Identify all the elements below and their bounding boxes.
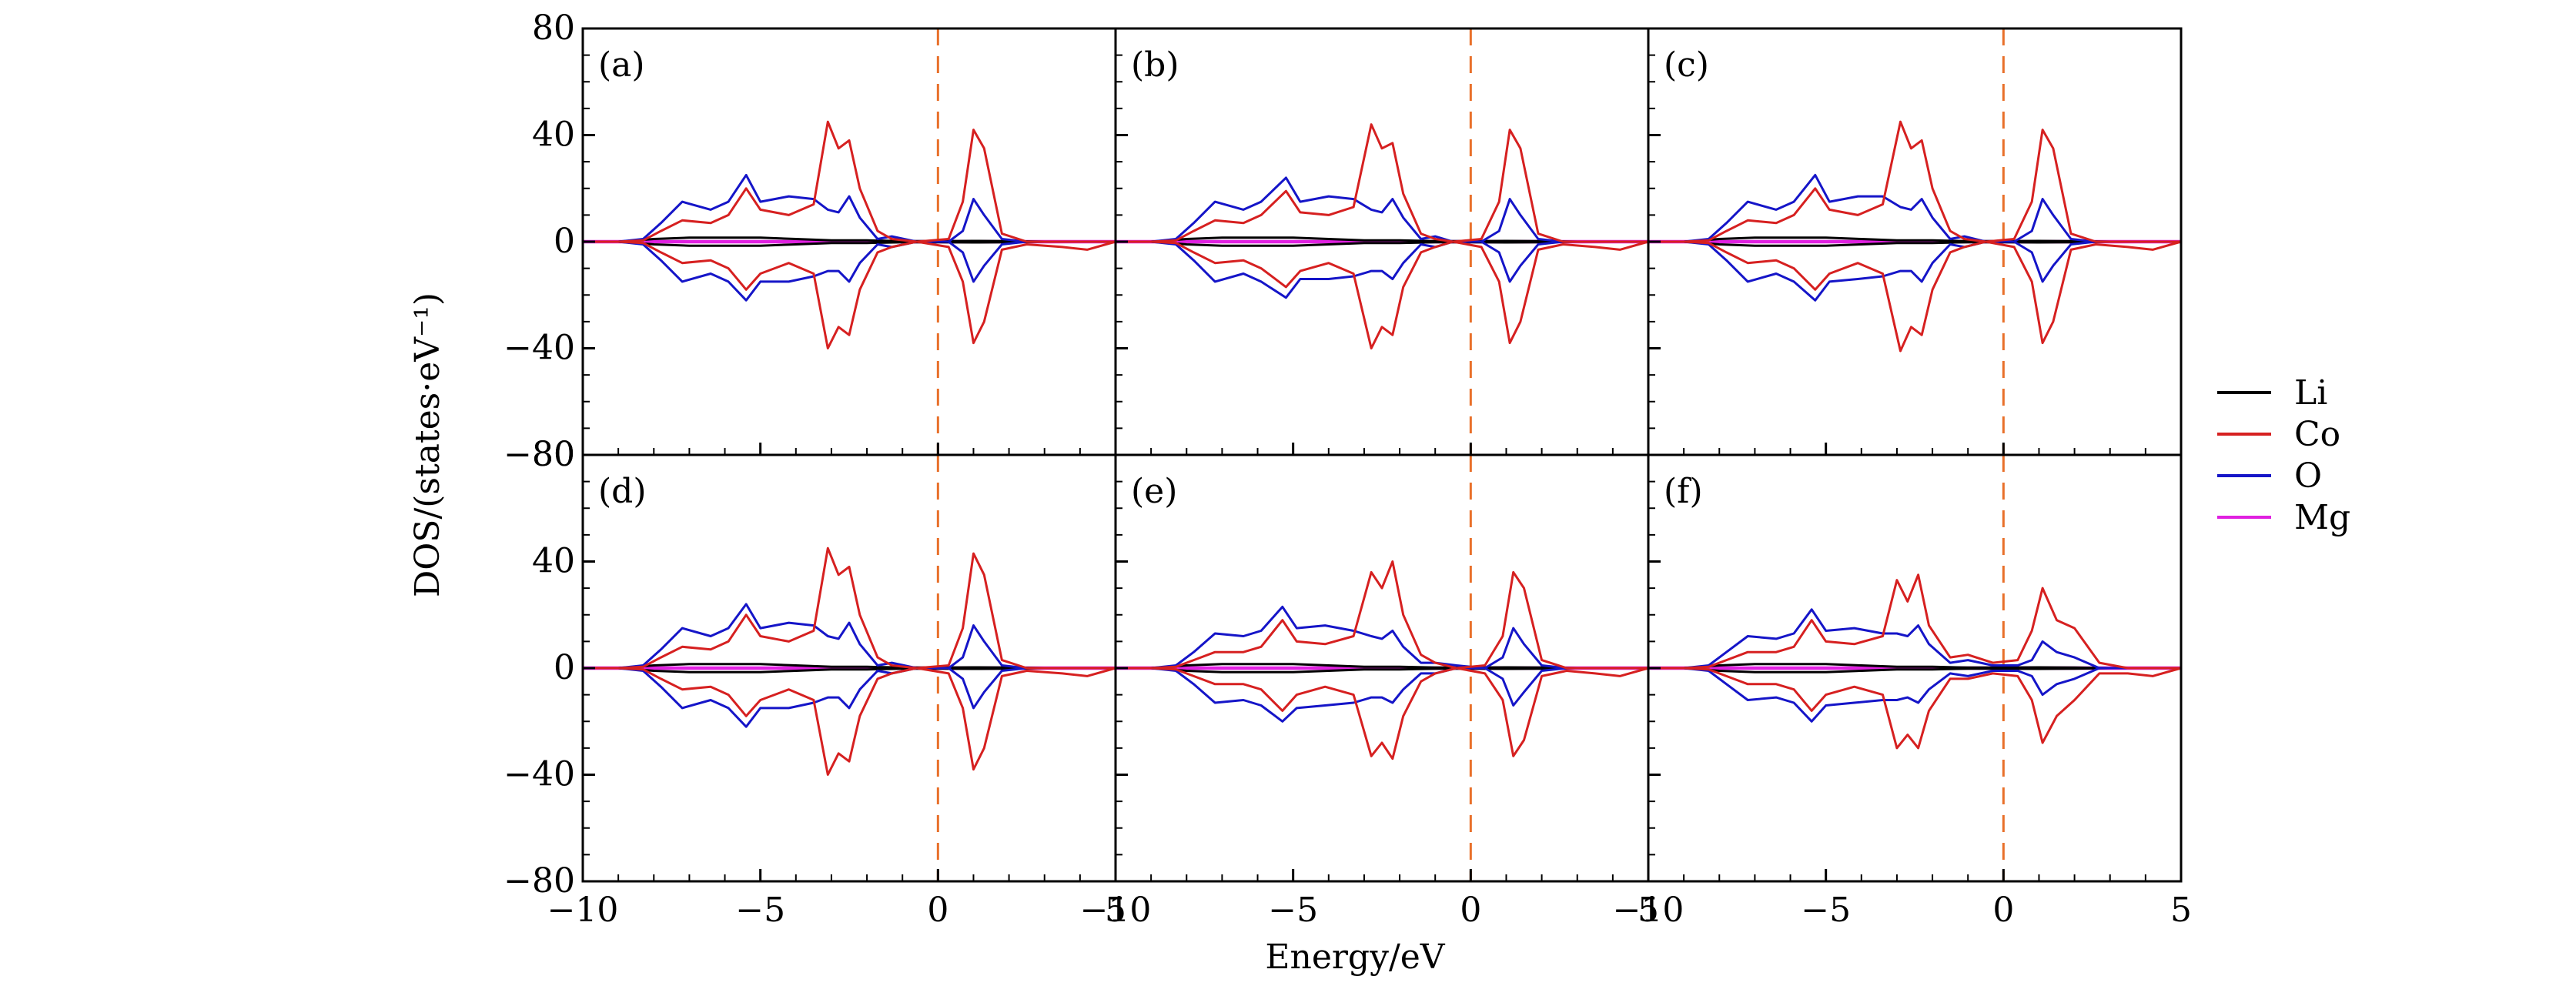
x-tick-label: −10 (1080, 891, 1152, 930)
dos-line-co-spin-down (583, 240, 1116, 349)
x-axis-title: Energy/eV (1265, 938, 1445, 977)
dos-line-o-spin-down (1648, 240, 2181, 302)
panel-e: −10 −5 0 5 (e) (1080, 453, 1659, 930)
legend-label: Li (2294, 373, 2327, 413)
dos-line-o-spin-up (583, 173, 1116, 243)
y-tick-label: −80 (503, 435, 575, 474)
panel-label: (e) (1131, 472, 1177, 511)
y-tick-label: 80 (532, 8, 575, 48)
dos-line-o-spin-down (1648, 667, 2181, 723)
dos-line-co-spin-down (583, 667, 1116, 776)
x-tick-label: −5 (735, 891, 785, 930)
dos-line-o-spin-down (583, 240, 1116, 302)
y-tick-label: 0 (554, 222, 575, 261)
dos-line-co-spin-down (1648, 667, 2182, 750)
panel-f: −10 −5 0 5 (f) (1613, 453, 2192, 930)
dos-line-co-spin-up (583, 546, 1116, 670)
y-axis-title: DOS/(states·eV⁻¹) (408, 292, 447, 597)
dos-line-o-spin-down (583, 667, 1116, 728)
x-tick-label: −10 (1613, 891, 1684, 930)
dos-line-co-spin-up (1648, 120, 2181, 243)
x-tick-label: 0 (1460, 891, 1481, 930)
dos-line-co-spin-down (1648, 240, 2182, 353)
panel-c: (c) (1647, 27, 2183, 456)
panel-label: (a) (598, 45, 645, 85)
panel-a: 80 40 0 −40 −80 (a) (503, 8, 1117, 474)
dos-line-co-spin-down (1116, 667, 1649, 760)
x-tick-label: 0 (927, 891, 948, 930)
dos-line-o-spin-down (1116, 240, 1648, 299)
y-tick-label: 40 (532, 115, 575, 155)
dos-line-o-spin-up (1648, 608, 2181, 670)
y-tick-label: 40 (532, 542, 575, 581)
dos-line-o-spin-up (1648, 173, 2181, 243)
dos-line-co-spin-up (1648, 573, 2181, 670)
dos-line-o-spin-up (1116, 176, 1648, 243)
x-tick-label: 0 (1992, 891, 2014, 930)
legend-item-co: Co (2217, 415, 2340, 454)
x-tick-label: −5 (1801, 891, 1851, 930)
dos-line-o-spin-down (1116, 667, 1648, 723)
y-tick-label: −40 (503, 329, 575, 368)
x-tick-label: −10 (547, 891, 619, 930)
legend-item-li: Li (2217, 373, 2327, 413)
panel-label: (b) (1131, 45, 1179, 85)
x-tick-label: −5 (1268, 891, 1318, 930)
y-tick-label: 0 (554, 648, 575, 687)
legend-item-mg: Mg (2217, 498, 2350, 537)
legend-label: O (2294, 456, 2322, 496)
y-tick-label: −80 (503, 861, 575, 901)
x-tick-label: 5 (2170, 891, 2192, 930)
dos-line-co-spin-up (1116, 560, 1648, 670)
axis-titles: DOS/(states·eV⁻¹) Energy/eV (408, 292, 1446, 977)
legend-label: Mg (2294, 498, 2350, 537)
legend-item-o: O (2217, 456, 2322, 496)
dos-line-o-spin-up (583, 603, 1116, 670)
x-tick-label: 5 (1105, 891, 1126, 930)
dos-line-co-spin-up (583, 120, 1116, 243)
dos-line-co-spin-up (1116, 123, 1648, 243)
dos-line-o-spin-up (1116, 605, 1648, 670)
y-tick-label: −40 (503, 755, 575, 794)
dos-line-li-spin-down (1648, 667, 2181, 673)
legend-label: Co (2294, 415, 2340, 454)
y-tick-label: 80 (532, 435, 575, 474)
panel-label: (f) (1664, 472, 1703, 511)
panel-b: (b) (1114, 27, 1650, 456)
x-tick-label: 5 (1638, 891, 1659, 930)
panel-label: (c) (1664, 45, 1709, 85)
panel-label: (d) (598, 472, 647, 511)
dos-line-co-spin-down (1116, 240, 1649, 349)
